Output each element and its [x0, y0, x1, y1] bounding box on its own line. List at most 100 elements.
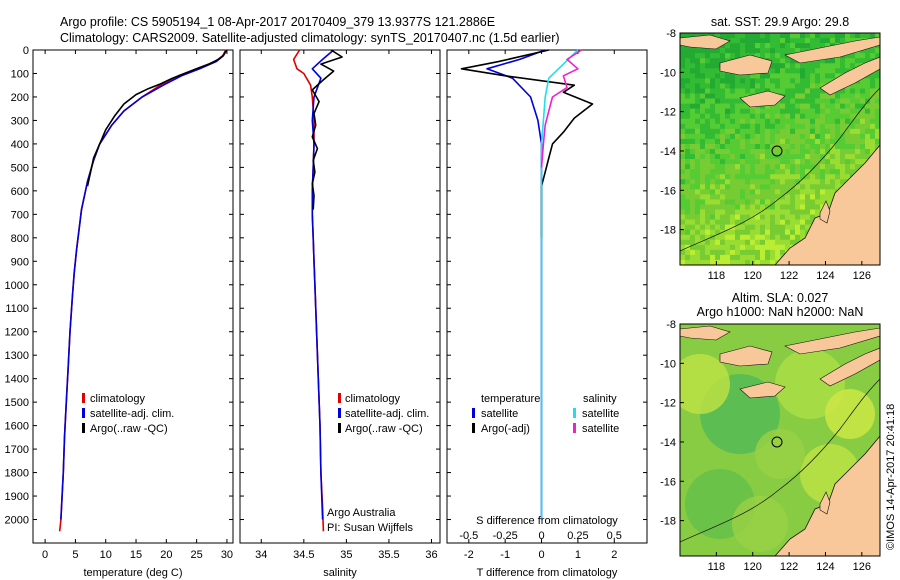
heatmap-cell: [820, 73, 826, 79]
heatmap-cell: [765, 123, 771, 130]
heatmap-cell: [825, 143, 831, 150]
heatmap-cell: [715, 224, 721, 230]
heatmap-cell: [725, 179, 731, 185]
heatmap-cell: [850, 143, 856, 150]
heatmap-cell: [710, 214, 716, 220]
y-tick-label: 1600: [5, 421, 29, 433]
heatmap-cell: [710, 113, 716, 120]
heatmap-cell: [685, 229, 691, 236]
heatmap-cell: [780, 239, 786, 246]
heatmap-cell: [845, 103, 851, 109]
heatmap-cell: [705, 204, 711, 210]
heatmap-cell: [765, 133, 771, 140]
heatmap-cell: [835, 143, 841, 150]
heatmap-cell: [755, 234, 761, 241]
heatmap-cell: [825, 93, 831, 99]
heatmap-cell: [875, 53, 880, 59]
heatmap-cell: [740, 149, 746, 155]
heatmap-cell: [755, 33, 761, 39]
heatmap-cell: [795, 78, 801, 84]
heatmap-cell: [715, 103, 721, 109]
heatmap-cell: [855, 83, 861, 89]
heatmap-cell: [830, 33, 836, 39]
heatmap-cell: [735, 259, 741, 265]
heatmap-cell: [690, 93, 696, 99]
sumba-land: [739, 90, 786, 108]
heatmap-cell: [850, 103, 856, 109]
heatmap-cell: [790, 43, 796, 49]
heatmap-cell: [840, 149, 846, 155]
heatmap-cell: [705, 184, 711, 190]
heatmap-cell: [745, 48, 751, 54]
heatmap-cell: [775, 143, 781, 150]
sst-map: sat. SST: 29.9 Argo: 29.8 118 120 122 124 12…: [660, 15, 881, 282]
heatmap-cell: [750, 204, 756, 210]
temperature-xlabel: temperature (deg C): [83, 567, 182, 579]
heatmap-cell: [800, 143, 806, 150]
heatmap-cell: [690, 108, 696, 114]
heatmap-cell: [825, 189, 831, 195]
heatmap-cell: [875, 113, 880, 120]
heatmap-cell: [825, 164, 831, 170]
heatmap-cell: [815, 58, 821, 64]
difference-depth-ticks: [447, 49, 647, 521]
heatmap-cell: [730, 138, 736, 145]
heatmap-cell: [740, 48, 746, 54]
heatmap-cell: [680, 239, 686, 246]
heatmap-cell: [770, 259, 776, 265]
heatmap-cell: [740, 184, 746, 190]
heatmap-cell: [805, 43, 811, 49]
heatmap-cell: [730, 234, 736, 241]
heatmap-cell: [745, 199, 751, 205]
heatmap-cell: [685, 234, 691, 241]
heatmap-cell: [750, 164, 756, 170]
heatmap-cell: [715, 88, 721, 94]
heatmap-cell: [700, 63, 706, 69]
sumba-land: [739, 381, 786, 399]
legend-label-satellite: satellite-adj. clim.: [345, 408, 429, 420]
heatmap-cell: [800, 189, 806, 195]
heatmap-cell: [805, 159, 811, 165]
heatmap-cell: [755, 224, 761, 230]
heatmap-cell: [775, 239, 781, 246]
map-y-tick-label: -16: [660, 476, 676, 488]
heatmap-cell: [795, 154, 801, 160]
heatmap-cell: [815, 128, 821, 135]
heatmap-cell: [800, 209, 806, 215]
heatmap-cell: [690, 58, 696, 64]
heatmap-cell: [715, 48, 721, 54]
heatmap-cell: [870, 118, 876, 125]
heatmap-cell: [840, 123, 846, 130]
heatmap-cell: [720, 93, 726, 99]
heatmap-cell: [745, 169, 751, 175]
heatmap-cell: [805, 179, 811, 185]
heatmap-cell: [680, 103, 686, 109]
heatmap-cell: [775, 219, 781, 225]
heatmap-cell: [780, 128, 786, 135]
heatmap-cell: [780, 249, 786, 256]
heatmap-cell: [705, 244, 711, 251]
heatmap-cell: [725, 159, 731, 165]
heatmap-cell: [765, 48, 771, 54]
heatmap-cell: [730, 179, 736, 185]
heatmap-cell: [865, 78, 871, 84]
heatmap-cell: [735, 189, 741, 195]
heatmap-cell: [795, 113, 801, 120]
heatmap-cell: [860, 143, 866, 150]
heatmap-cell: [850, 169, 856, 175]
heatmap-cell: [720, 199, 726, 205]
map-x-tick-label: 118: [708, 270, 726, 282]
heatmap-cell: [735, 179, 741, 185]
timor-land: [819, 56, 880, 96]
heatmap-cell: [820, 169, 826, 175]
heatmap-cell: [825, 133, 831, 140]
heatmap-cell: [680, 214, 686, 220]
heatmap-cell: [770, 138, 776, 145]
heatmap-cell: [825, 138, 831, 145]
heatmap-cell: [690, 259, 696, 265]
t-difference-xlabel: T difference from climatology: [477, 567, 618, 579]
heatmap-cell: [830, 63, 836, 69]
heatmap-cell: [785, 43, 791, 49]
heatmap-cell: [745, 78, 751, 84]
heatmap-cell: [830, 133, 836, 140]
